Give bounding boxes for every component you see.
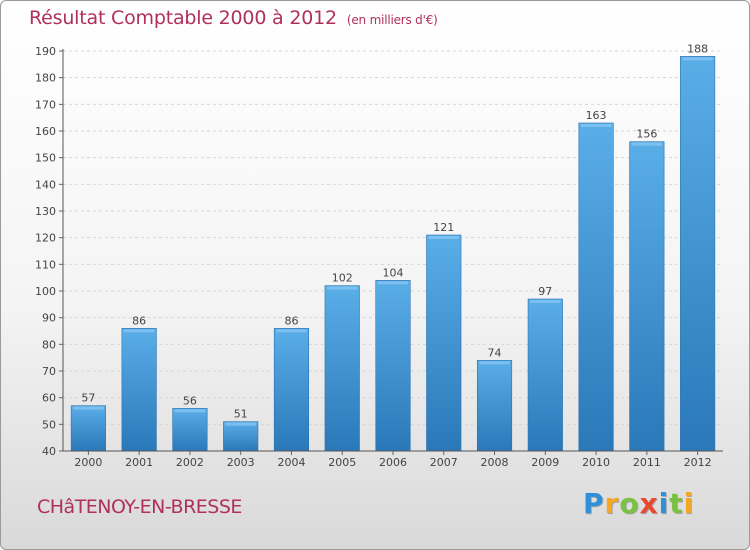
data-label: 51 [234, 408, 248, 421]
proxiti-logo[interactable]: Proxiti [583, 487, 694, 520]
x-tick-label: 2000 [74, 456, 102, 469]
y-tick-label: 70 [42, 365, 56, 378]
y-tick-label: 60 [42, 392, 56, 405]
logo-letter: o [619, 487, 640, 520]
bar-2011[interactable] [629, 141, 665, 452]
x-tick-label: 2008 [481, 456, 509, 469]
bar-highlight [377, 281, 409, 285]
data-label: 74 [488, 346, 502, 359]
x-tick-label: 2011 [633, 456, 661, 469]
y-tick-label: 120 [35, 232, 56, 245]
y-tick-label: 80 [42, 338, 56, 351]
data-label: 86 [284, 314, 298, 327]
x-tick-label: 2010 [582, 456, 610, 469]
data-label: 188 [687, 42, 708, 55]
x-tick-label: 2006 [379, 456, 407, 469]
x-axis-ticks: 2000 2001 2002 2003 2004 2005 2006 2007 2008 2009… [74, 451, 712, 469]
bar-2007[interactable] [426, 234, 462, 452]
bar-highlight [276, 329, 307, 333]
y-tick-label: 140 [35, 178, 56, 191]
bar-highlight [123, 329, 155, 333]
x-tick-label: 2003 [227, 456, 255, 469]
bar-highlight [174, 409, 206, 413]
y-tick-label: 40 [42, 445, 56, 458]
x-tick-label: 2007 [430, 456, 458, 469]
axes [62, 49, 723, 452]
logo-letter: t [669, 487, 684, 520]
bar-highlight [631, 142, 663, 146]
bar-2005[interactable] [324, 285, 360, 452]
bar-2012[interactable] [680, 56, 716, 452]
data-label: 57 [81, 392, 95, 405]
bar-highlight [73, 406, 104, 410]
bar-2000[interactable] [70, 405, 106, 452]
chart-subtitle: (en milliers d'€) [346, 13, 438, 27]
logo-letter: P [583, 487, 605, 520]
y-tick-label: 160 [35, 125, 56, 138]
bar-highlight [682, 57, 713, 61]
data-label: 56 [183, 394, 197, 407]
bars [70, 56, 716, 452]
y-tick-label: 170 [35, 98, 56, 111]
bar-highlight [479, 361, 510, 365]
data-label: 156 [636, 128, 657, 141]
y-tick-label: 130 [35, 205, 56, 218]
data-label: 97 [538, 285, 552, 298]
data-label: 163 [586, 109, 607, 122]
logo-letter: i [683, 487, 695, 520]
logo-letter: r [604, 487, 620, 520]
x-tick-label: 2004 [277, 456, 305, 469]
bar-highlight [530, 300, 561, 303]
commune-name: CHâTENOY-EN-BRESSE [37, 496, 242, 518]
logo-letter: x [639, 487, 659, 520]
y-tick-label: 150 [35, 152, 56, 165]
bar-2001[interactable] [121, 328, 157, 452]
bar-2004[interactable] [273, 328, 310, 452]
y-tick-label: 50 [42, 418, 56, 431]
bar-highlight [580, 124, 612, 127]
y-tick-label: 180 [35, 72, 56, 85]
y-tick-label: 90 [42, 312, 56, 325]
x-tick-label: 2009 [531, 456, 559, 469]
y-tick-label: 190 [35, 45, 56, 58]
x-tick-label: 2001 [125, 456, 153, 469]
data-labels: 57 86 56 51 86 102 104 121 74 97 163 156 188 [81, 42, 708, 420]
data-label: 86 [132, 314, 146, 327]
bar-highlight [428, 236, 460, 239]
bar-2009[interactable] [527, 298, 563, 452]
data-label: 102 [332, 272, 353, 285]
logo-letter: i [658, 487, 670, 520]
chart-title: Résultat Comptable 2000 à 2012 (en millie… [29, 7, 438, 29]
x-tick-label: 2005 [328, 456, 356, 469]
data-label: 104 [383, 266, 404, 279]
title-text: Résultat Comptable 2000 à 2012 [29, 7, 337, 29]
x-tick-label: 2012 [684, 456, 712, 469]
y-tick-label: 100 [35, 285, 56, 298]
bar-2010[interactable] [578, 122, 614, 452]
y-tick-label: 110 [35, 258, 56, 271]
data-label: 121 [433, 221, 454, 234]
bar-2002[interactable] [172, 408, 208, 452]
y-axis-ticks: 40 50 60 70 80 90 100 110 120 130 140 150 160 170 180 1… [35, 45, 63, 458]
x-tick-label: 2002 [176, 456, 204, 469]
bar-2003[interactable] [223, 421, 259, 452]
bar-2006[interactable] [375, 280, 411, 452]
bar-highlight [225, 422, 256, 426]
bar-2008[interactable] [476, 360, 513, 452]
bar-highlight [326, 286, 358, 290]
